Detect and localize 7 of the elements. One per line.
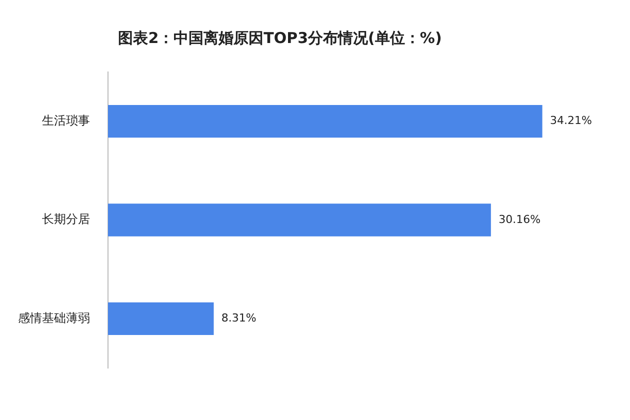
data-label: 8.31% <box>221 312 256 325</box>
chart-title: 图表2：中国离婚原因TOP3分布情况(单位：%) <box>118 28 442 47</box>
data-label: 30.16% <box>498 212 541 226</box>
y-tick-label: 生活琐事 <box>42 113 90 128</box>
y-tick-label: 长期分居 <box>42 212 90 226</box>
data-label: 34.21% <box>550 114 592 128</box>
y-tick-label: 感情基础薄弱 <box>18 310 90 325</box>
